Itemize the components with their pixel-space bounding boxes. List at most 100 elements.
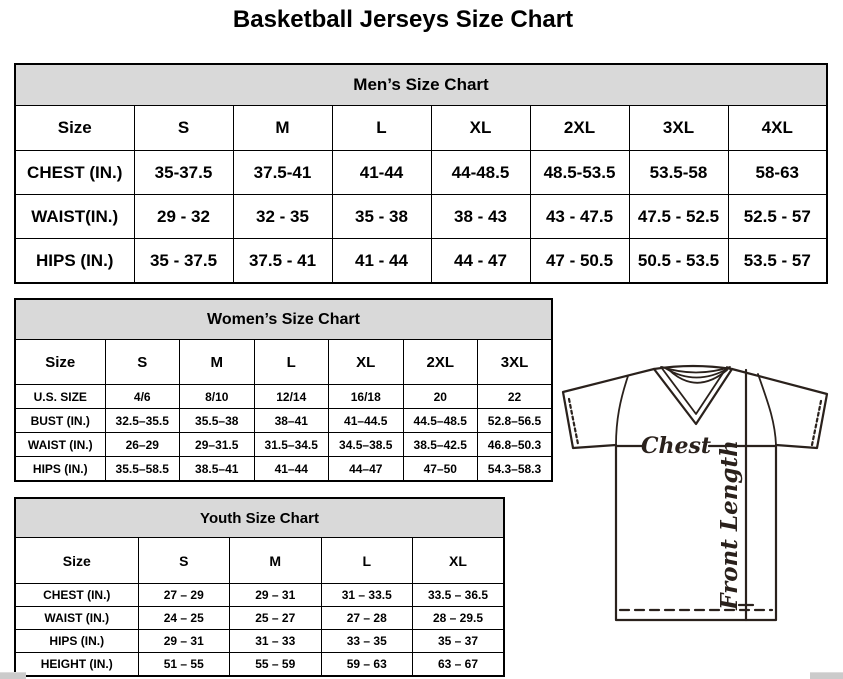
table-band-row: Women’s Size Chart <box>14 298 553 340</box>
size-value-cell: 37.5 - 41 <box>232 238 333 284</box>
size-value-cell: 41–44.5 <box>328 408 404 433</box>
size-value-cell: 58-63 <box>727 150 828 195</box>
size-value-cell: 33 – 35 <box>320 629 413 653</box>
row-label: CHEST (IN.) <box>14 583 139 607</box>
jersey-armhole-left <box>615 375 629 446</box>
size-value-cell: 26–29 <box>104 432 180 457</box>
jersey-collar-arc <box>667 368 728 384</box>
jersey-cuff-stitch-left <box>567 397 580 446</box>
table-header-row: Size S M L XL 2XL 3XL 4XL <box>14 105 828 151</box>
table-band-row: Youth Size Chart <box>14 497 505 538</box>
row-label: HIPS (IN.) <box>14 456 106 482</box>
column-header: L <box>253 339 329 385</box>
size-value-cell: 44.5–48.5 <box>402 408 478 433</box>
size-value-cell: 33.5 – 36.5 <box>412 583 505 607</box>
column-header: XL <box>430 105 531 151</box>
table-row: CHEST (IN.) 35-37.5 37.5-41 41-44 44-48.… <box>14 150 828 195</box>
size-value-cell: 46.8–50.3 <box>477 432 553 457</box>
size-value-cell: 63 – 67 <box>412 652 505 677</box>
size-value-cell: 47.5 - 52.5 <box>628 194 729 239</box>
column-header: XL <box>328 339 404 385</box>
page-title: Basketball Jerseys Size Chart <box>232 6 574 33</box>
size-value-cell: 41 - 44 <box>331 238 432 284</box>
size-value-cell: 44–47 <box>328 456 404 482</box>
size-value-cell: 12/14 <box>253 384 329 409</box>
column-header: L <box>320 537 413 584</box>
table-row: HIPS (IN.) 29 – 31 31 – 33 33 – 35 35 – … <box>14 629 505 653</box>
size-value-cell: 59 – 63 <box>320 652 413 677</box>
womens-table-title: Women’s Size Chart <box>14 298 553 340</box>
scrollbar-fragment-left[interactable] <box>0 672 26 679</box>
column-header: Size <box>14 105 135 151</box>
youth-table-title: Youth Size Chart <box>14 497 505 538</box>
size-value-cell: 53.5 - 57 <box>727 238 828 284</box>
row-label: WAIST (IN.) <box>14 432 106 457</box>
row-label: HIPS (IN.) <box>14 238 135 284</box>
size-value-cell: 47–50 <box>402 456 478 482</box>
column-header: Size <box>14 339 106 385</box>
jersey-vneck-inner <box>660 366 728 415</box>
row-label: U.S. SIZE <box>14 384 106 409</box>
size-value-cell: 35.5–38 <box>179 408 255 433</box>
column-header: S <box>133 105 234 151</box>
size-value-cell: 29 - 32 <box>133 194 234 239</box>
table-header-row: Size S M L XL <box>14 537 505 584</box>
size-value-cell: 8/10 <box>179 384 255 409</box>
size-value-cell: 47 - 50.5 <box>529 238 630 284</box>
jersey-vneck-outer <box>652 367 734 426</box>
size-value-cell: 27 – 29 <box>137 583 230 607</box>
column-header: M <box>179 339 255 385</box>
size-value-cell: 41–44 <box>253 456 329 482</box>
row-label: WAIST (IN.) <box>14 606 139 630</box>
row-label: BUST (IN.) <box>14 408 106 433</box>
column-header: 4XL <box>727 105 828 151</box>
size-value-cell: 51 – 55 <box>137 652 230 677</box>
size-value-cell: 27 – 28 <box>320 606 413 630</box>
size-value-cell: 31 – 33 <box>229 629 322 653</box>
size-value-cell: 54.3–58.3 <box>477 456 553 482</box>
size-value-cell: 32 - 35 <box>232 194 333 239</box>
size-value-cell: 35-37.5 <box>133 150 234 195</box>
size-value-cell: 32.5–35.5 <box>104 408 180 433</box>
table-row: WAIST (IN.) 26–29 29–31.5 31.5–34.5 34.5… <box>14 432 553 457</box>
table-row: WAIST (IN.) 24 – 25 25 – 27 27 – 28 28 –… <box>14 606 505 630</box>
column-header: S <box>104 339 180 385</box>
size-value-cell: 29–31.5 <box>179 432 255 457</box>
size-value-cell: 41-44 <box>331 150 432 195</box>
size-value-cell: 37.5-41 <box>232 150 333 195</box>
table-row: WAIST(IN.) 29 - 32 32 - 35 35 - 38 38 - … <box>14 194 828 239</box>
row-label: HIPS (IN.) <box>14 629 139 653</box>
column-header: S <box>137 537 230 584</box>
column-header: M <box>232 105 333 151</box>
size-value-cell: 35 - 37.5 <box>133 238 234 284</box>
size-value-cell: 35.5–58.5 <box>104 456 180 482</box>
column-header: L <box>331 105 432 151</box>
size-value-cell: 43 - 47.5 <box>529 194 630 239</box>
size-value-cell: 38.5–41 <box>179 456 255 482</box>
mens-size-table: Men’s Size Chart Size S M L XL 2XL 3XL 4… <box>14 63 828 284</box>
jersey-armhole-right <box>757 373 777 446</box>
size-value-cell: 22 <box>477 384 553 409</box>
jersey-outline <box>561 367 829 622</box>
jersey-cuff-stitch-right <box>810 399 823 447</box>
row-label: CHEST (IN.) <box>14 150 135 195</box>
size-value-cell: 38 - 43 <box>430 194 531 239</box>
front-length-label: Front Length <box>716 440 743 611</box>
size-value-cell: 38.5–42.5 <box>402 432 478 457</box>
size-value-cell: 44 - 47 <box>430 238 531 284</box>
size-value-cell: 29 – 31 <box>137 629 230 653</box>
womens-size-table: Women’s Size Chart Size S M L XL 2XL 3XL… <box>14 298 553 482</box>
size-value-cell: 25 – 27 <box>229 606 322 630</box>
scrollbar-fragment-right[interactable] <box>810 672 843 679</box>
size-value-cell: 53.5-58 <box>628 150 729 195</box>
size-value-cell: 38–41 <box>253 408 329 433</box>
table-band-row: Men’s Size Chart <box>14 63 828 106</box>
size-value-cell: 48.5-53.5 <box>529 150 630 195</box>
table-row: BUST (IN.) 32.5–35.5 35.5–38 38–41 41–44… <box>14 408 553 433</box>
mens-table-title: Men’s Size Chart <box>14 63 828 106</box>
column-header: 2XL <box>402 339 478 385</box>
size-value-cell: 31.5–34.5 <box>253 432 329 457</box>
size-value-cell: 4/6 <box>104 384 180 409</box>
size-value-cell: 28 – 29.5 <box>412 606 505 630</box>
size-value-cell: 29 – 31 <box>229 583 322 607</box>
